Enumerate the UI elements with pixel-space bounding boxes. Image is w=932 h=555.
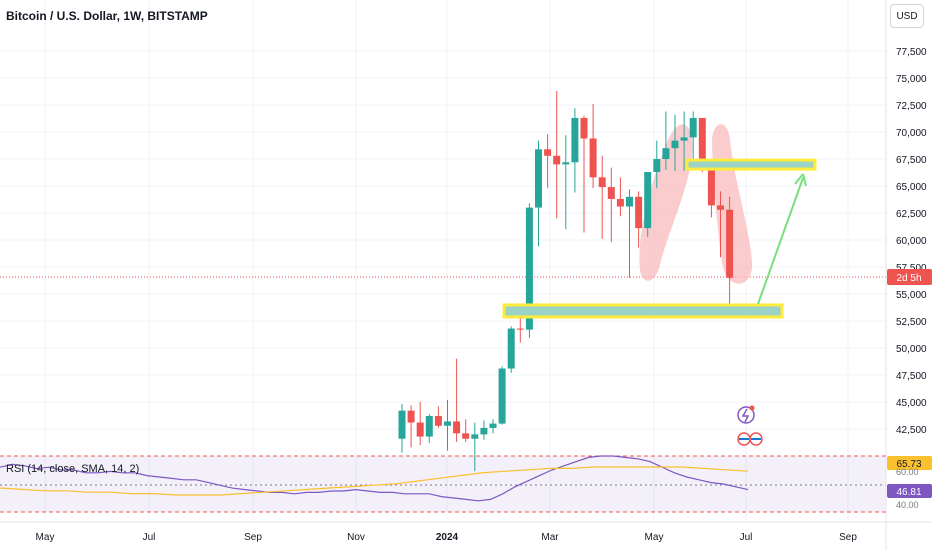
rsi-sma-badge: 46.81 <box>896 487 921 498</box>
candle-body <box>489 423 497 428</box>
support-zone <box>502 303 784 319</box>
y-tick-label: 42,500 <box>896 425 927 436</box>
candle-body <box>535 149 542 208</box>
candle-body <box>689 117 697 138</box>
currency-button[interactable]: USD <box>890 4 924 28</box>
x-tick-label: May <box>645 532 664 543</box>
candle-body <box>644 171 652 229</box>
chart-title: Bitcoin / U.S. Dollar, 1W, BITSTAMP <box>6 9 208 23</box>
rsi-level-label-top: 60.00 <box>896 467 919 477</box>
x-tick-label: May <box>36 532 55 543</box>
candle-body <box>553 155 561 165</box>
candle-body <box>507 328 515 369</box>
y-tick-label: 45,000 <box>896 398 927 409</box>
x-tick-label: Jul <box>143 532 156 543</box>
candle-body <box>598 177 606 188</box>
rsi-band <box>0 456 886 512</box>
highlight-left-shoulder <box>639 124 693 281</box>
y-tick-label: 57,500 <box>896 263 927 274</box>
event-icon <box>737 406 755 424</box>
candle-body <box>662 148 670 159</box>
rsi-label: RSI (14, close, SMA, 14, 2) <box>6 463 140 475</box>
candle-body <box>616 198 624 207</box>
candle-body <box>589 138 597 178</box>
price-badge-bg <box>887 269 932 285</box>
candle-body <box>525 207 533 330</box>
candle-body <box>571 117 579 163</box>
time-axis: May Jul Sep Nov 2024 Mar May Jul Sep <box>0 521 932 543</box>
rsi-line <box>0 455 749 502</box>
price-badge-label: 2d 5h <box>896 273 921 284</box>
event-dot <box>749 405 755 411</box>
candle-body <box>480 427 488 435</box>
y-tick-label: 75,000 <box>896 74 927 85</box>
price-axis: 77,500 75,000 72,500 70,000 67,500 65,000 62,5… <box>885 0 932 550</box>
y-tick-label: 50,000 <box>896 344 927 355</box>
y-tick-label: 72,500 <box>896 101 927 112</box>
candle-body <box>671 140 679 149</box>
x-tick-label: Jul <box>740 532 753 543</box>
x-tick-label: 2024 <box>436 532 459 543</box>
candle-body <box>562 162 570 165</box>
candle-body <box>498 368 506 424</box>
candle-body <box>653 159 661 172</box>
rsi-pane <box>0 455 886 513</box>
y-tick-label: 77,500 <box>896 47 927 58</box>
candle-body <box>544 149 552 156</box>
candles <box>398 90 734 472</box>
y-tick-label: 65,000 <box>896 182 927 193</box>
candle-body <box>607 187 615 199</box>
candle-body <box>407 410 415 423</box>
x-tick-label: Mar <box>541 532 559 543</box>
y-tick-label: 70,000 <box>896 128 927 139</box>
candle-body <box>398 410 406 439</box>
y-tick-label: 67,500 <box>896 155 927 166</box>
y-tick-label: 55,000 <box>896 290 927 301</box>
x-tick-label: Nov <box>347 532 365 543</box>
lightning-icon <box>741 408 750 423</box>
candle-body <box>434 416 442 426</box>
rsi-badge-bg <box>887 484 932 498</box>
candle-body <box>425 416 433 437</box>
candle-body <box>707 168 715 206</box>
x-tick-label: Sep <box>839 532 857 543</box>
projection-arrow <box>757 177 804 305</box>
candle-body <box>680 137 688 141</box>
rsi-value-badge: 65.73 <box>896 459 921 470</box>
candle-body <box>416 422 424 437</box>
rsi-sma-badge-bg <box>887 456 932 470</box>
y-tick-label: 60,000 <box>896 236 927 247</box>
candle-body <box>726 209 734 278</box>
annotation-layer-front <box>502 158 817 446</box>
candle-body <box>626 196 633 207</box>
y-tick-label: 62,500 <box>896 209 927 220</box>
y-tick-label: 47,500 <box>896 371 927 382</box>
x-tick-label: Sep <box>244 532 262 543</box>
candle-body <box>580 117 588 139</box>
candle-body <box>471 434 479 439</box>
candle-body <box>516 328 524 330</box>
candle-body <box>462 433 470 439</box>
candle-body <box>444 421 451 426</box>
projection-arrow-head <box>794 173 807 187</box>
y-tick-label: 52,500 <box>896 317 927 328</box>
candle-body <box>717 205 724 210</box>
resistance-zone <box>685 158 817 171</box>
candle-body <box>698 117 706 169</box>
candle-body <box>453 421 461 434</box>
candle-body <box>635 196 643 229</box>
rsi-sma-line <box>0 466 749 496</box>
rsi-level-label: 40.00 <box>896 500 919 510</box>
